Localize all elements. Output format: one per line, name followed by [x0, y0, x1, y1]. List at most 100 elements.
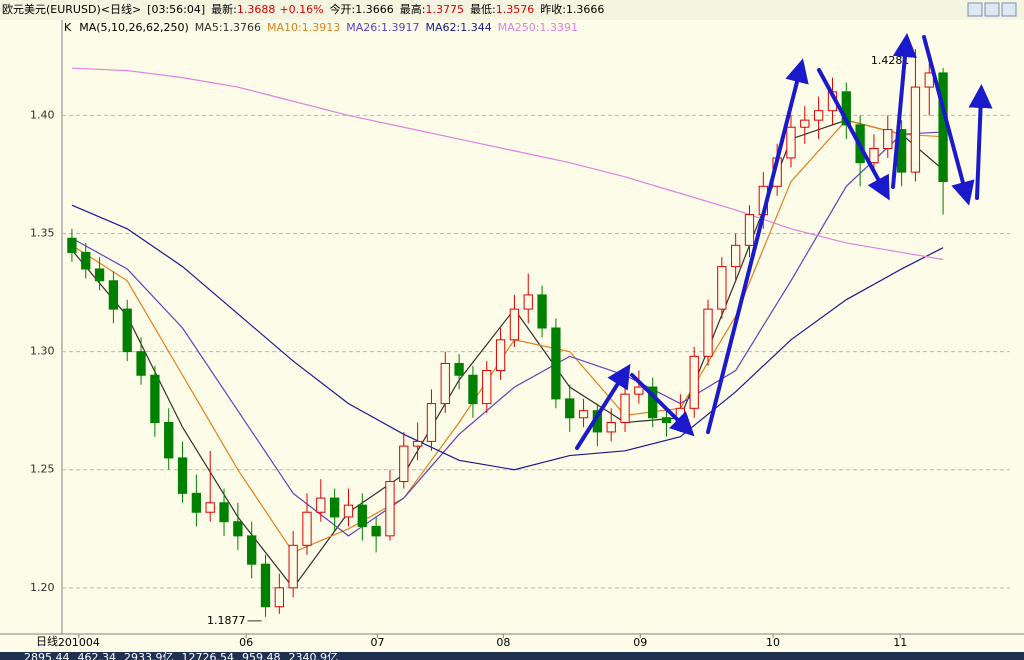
candle-body [164, 421, 174, 459]
candle-body [385, 481, 395, 537]
candle-body [302, 511, 312, 546]
candle-body [343, 504, 354, 518]
candle-body [136, 351, 146, 376]
candle-body [191, 492, 202, 513]
candle-body [634, 386, 644, 395]
legend-value: 1.3766 [223, 21, 262, 34]
candle-body [177, 457, 188, 494]
candle-body [620, 393, 630, 423]
x-tick-label: 09 [633, 636, 647, 649]
y-tick-label: 1.40 [30, 108, 55, 121]
candle-body [606, 421, 616, 433]
legend-name: MA250 [498, 21, 536, 34]
candle-body [426, 403, 437, 442]
button[interactable] [1001, 2, 1017, 17]
candle-body [150, 374, 160, 423]
candle-body [717, 266, 727, 310]
candle-body [938, 72, 948, 183]
candle-body [578, 410, 589, 419]
button[interactable] [984, 2, 1000, 17]
candle-body [454, 362, 464, 376]
candle-body [274, 587, 284, 608]
candle-body [219, 502, 229, 523]
candle-body [108, 280, 119, 310]
arrow [630, 373, 695, 437]
candle-body [523, 294, 533, 310]
candle-body [371, 525, 381, 537]
candle-body [412, 440, 423, 447]
x-tick-label: 201004 [58, 636, 100, 649]
ma-line [71, 131, 944, 537]
legend-name: MA5 [195, 21, 219, 34]
legend-ma: MA(5,10,26,62,250) [79, 21, 189, 34]
status-value: 2933.9亿 [124, 651, 174, 660]
candle-body [731, 244, 741, 268]
candle-body [924, 72, 934, 88]
status-value: 12726.54 [182, 651, 235, 660]
candle-body [537, 294, 547, 329]
candle-body [703, 308, 713, 357]
candle-body [330, 497, 340, 518]
arrow [968, 84, 993, 200]
quote-label: 今开: [330, 2, 356, 16]
candle-body [94, 268, 105, 282]
candle-body [288, 544, 298, 589]
status-value: 462.34 [78, 651, 117, 660]
candle-body [247, 535, 257, 565]
annotations [575, 33, 993, 450]
legend-value: 1.344 [460, 21, 492, 34]
legend-name: MA10 [267, 21, 298, 34]
x-tick-label: 07 [371, 636, 385, 649]
y-tick-label: 1.25 [30, 463, 55, 476]
ma-line [71, 67, 944, 261]
x-tick-label: 11 [893, 636, 907, 649]
candle-body [661, 417, 672, 423]
candle-body [468, 374, 478, 405]
candle-body [910, 86, 921, 173]
status-value: 2895.44 [24, 651, 70, 660]
quote-value: 1.3775 [426, 3, 465, 16]
candle-body [81, 251, 91, 270]
arrow [891, 33, 917, 189]
y-tick-label: 1.30 [30, 345, 55, 358]
status-bar [0, 652, 1024, 660]
candle-body [233, 521, 243, 537]
x-tick-label: 08 [496, 636, 510, 649]
x-tick-label: 10 [766, 636, 780, 649]
button[interactable] [967, 2, 983, 17]
legend-sep: : [298, 21, 302, 34]
legend-value: 1.3917 [381, 21, 420, 34]
candle-body [357, 504, 367, 527]
legend-name: MA26 [346, 21, 377, 34]
legend-sep: : [536, 21, 540, 34]
legend-name: MA62 [426, 21, 457, 34]
quote-label: 最新: [211, 2, 237, 16]
time: [03:56:04] [147, 3, 205, 16]
arrow [817, 68, 890, 201]
candle-body [122, 308, 132, 353]
legend-sep: : [457, 21, 461, 34]
candle-body [399, 445, 409, 483]
quote-value: 1.3688 [237, 3, 276, 16]
legend-sep: : [219, 21, 223, 34]
header-bar [0, 0, 1024, 20]
legend-k: K [64, 21, 72, 34]
status-value: 2340.9亿 [289, 651, 339, 660]
quote-value: 1.3666 [355, 3, 394, 16]
quote-label: 最高: [400, 2, 426, 16]
header: 欧元美元(EURUSD)<日线> [03:56:04] 最新:1.3688 +0.16… [2, 2, 604, 16]
x-tick-label: 06 [239, 636, 253, 649]
period-label: 日线 [36, 634, 58, 648]
arrow [575, 363, 631, 450]
candle-body [841, 91, 851, 126]
candle-body [689, 355, 699, 409]
candle-body [786, 126, 796, 159]
legend-value: 1.3913 [302, 21, 341, 34]
window-buttons[interactable] [967, 2, 1017, 17]
header-text: 欧元美元(EURUSD)<日线> [03:56:04] 最新:1.3688 +0.16… [2, 2, 604, 16]
symbol: 欧元美元(EURUSD)<日线> [2, 2, 141, 16]
quote-value: 1.3576 [496, 3, 535, 16]
candle-body [482, 370, 492, 405]
y-tick-label: 1.20 [30, 581, 55, 594]
